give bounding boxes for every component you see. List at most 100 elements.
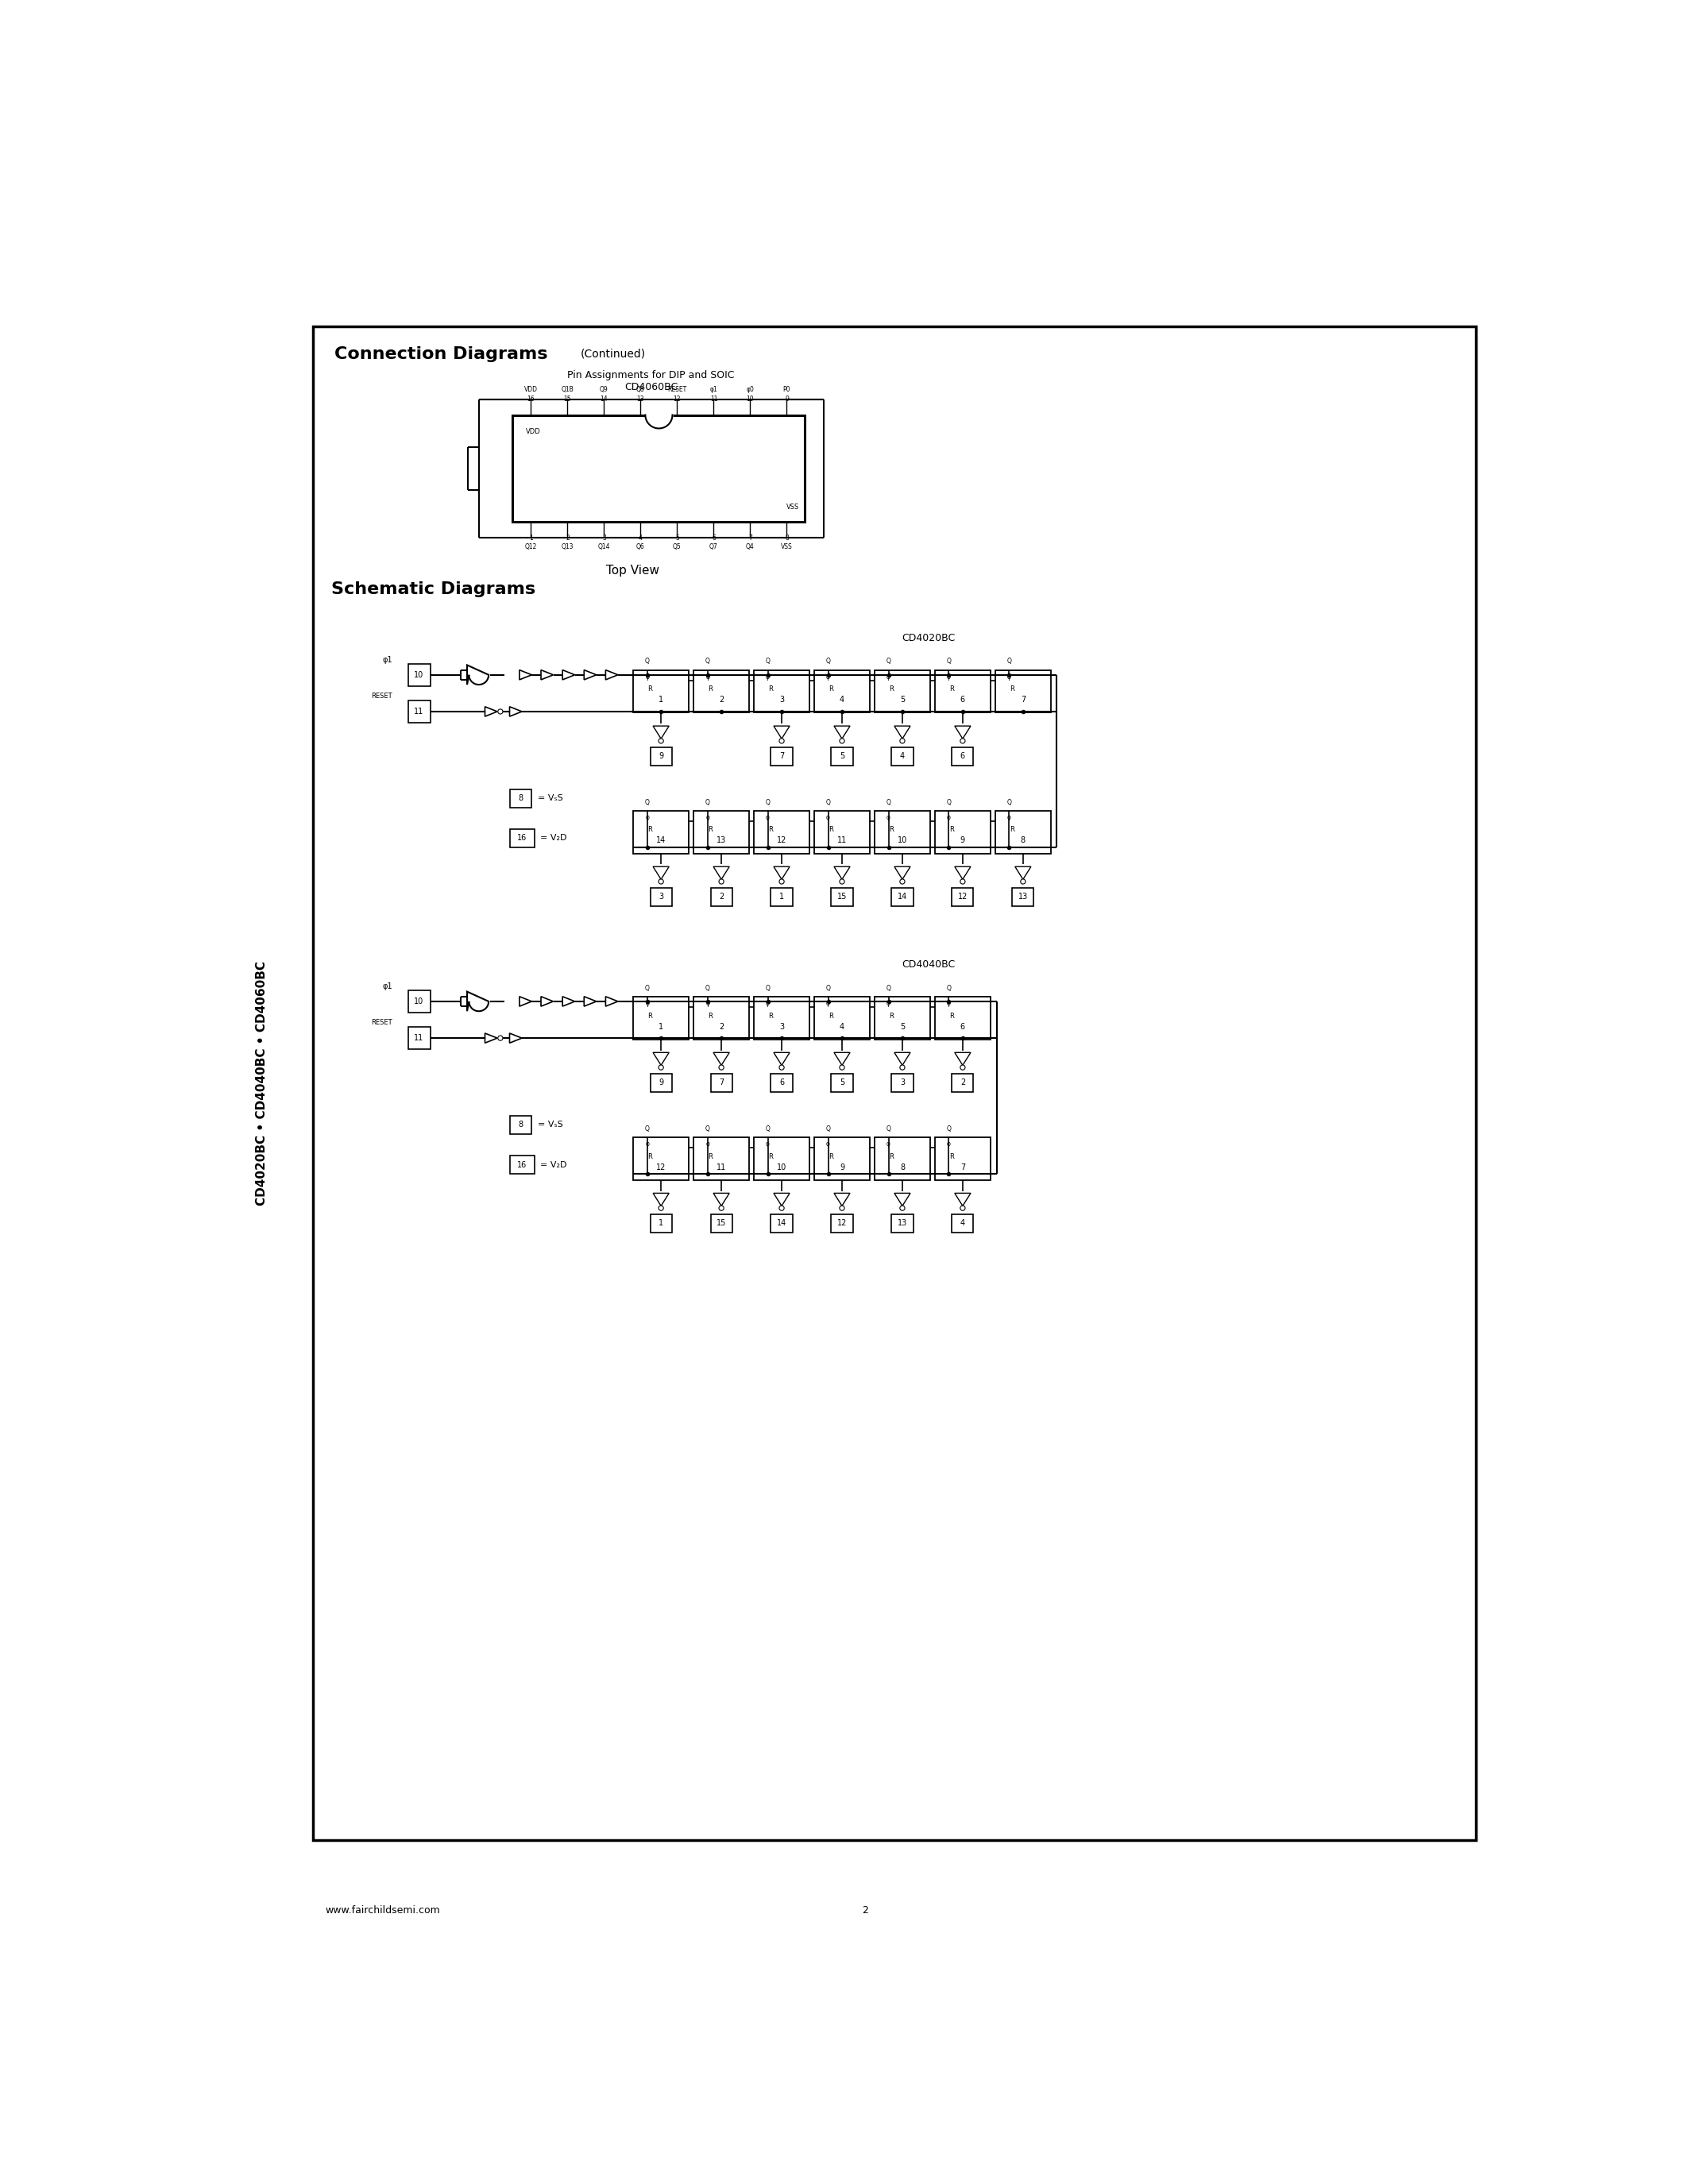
Bar [633, 996, 689, 1040]
Polygon shape [653, 1192, 668, 1206]
Bar [771, 747, 792, 764]
Polygon shape [584, 996, 596, 1007]
Text: Q: Q [706, 657, 711, 666]
Polygon shape [520, 670, 532, 679]
Text: CD4020BC: CD4020BC [901, 633, 955, 644]
Polygon shape [773, 867, 790, 880]
Bar [771, 1075, 792, 1092]
Bar [408, 1026, 430, 1048]
Circle shape [839, 880, 844, 885]
Bar [830, 1214, 852, 1232]
Polygon shape [834, 867, 851, 880]
Text: 8: 8 [518, 795, 523, 802]
Text: 6: 6 [712, 535, 716, 542]
Circle shape [719, 880, 724, 885]
Bar [996, 810, 1050, 854]
Text: 8: 8 [1021, 836, 1025, 845]
Bar [891, 747, 913, 764]
Text: Connection Diagrams: Connection Diagrams [334, 345, 547, 363]
Text: R: R [890, 686, 893, 692]
Circle shape [900, 738, 905, 743]
Text: φ1: φ1 [383, 983, 393, 989]
Text: P0: P0 [783, 387, 790, 393]
Text: Q: Q [645, 985, 650, 992]
Polygon shape [484, 708, 498, 716]
Text: R: R [648, 826, 652, 834]
Text: Q: Q [886, 799, 891, 806]
Polygon shape [653, 867, 668, 880]
Text: φ: φ [766, 673, 770, 681]
Text: φ: φ [706, 815, 709, 821]
Circle shape [960, 880, 966, 885]
Circle shape [780, 738, 785, 743]
Text: R: R [768, 1153, 773, 1160]
Bar [874, 810, 930, 854]
Polygon shape [773, 725, 790, 738]
Text: Q9: Q9 [599, 387, 608, 393]
Text: 12: 12 [837, 1219, 847, 1227]
Text: 14: 14 [657, 836, 665, 845]
Text: 9: 9 [658, 1079, 663, 1088]
Polygon shape [606, 670, 618, 679]
Text: Q13: Q13 [562, 544, 574, 550]
Bar [408, 701, 430, 723]
Text: 4: 4 [638, 535, 643, 542]
Text: φ: φ [825, 1000, 830, 1007]
Polygon shape [895, 867, 910, 880]
Text: VSS: VSS [782, 544, 793, 550]
Text: 11: 11 [716, 1164, 726, 1171]
Circle shape [960, 1066, 966, 1070]
Bar [711, 1075, 733, 1092]
Text: 1: 1 [658, 697, 663, 703]
Text: = VₛS: = VₛS [538, 1120, 564, 1129]
Text: Q: Q [765, 657, 770, 666]
Bar [952, 887, 974, 906]
Bar [510, 830, 533, 847]
Bar [935, 1138, 991, 1179]
Text: 5: 5 [900, 1022, 905, 1031]
Text: 12: 12 [657, 1164, 667, 1171]
Text: 6: 6 [960, 1022, 966, 1031]
Circle shape [839, 1206, 844, 1210]
Bar [694, 1138, 749, 1179]
Text: 5: 5 [839, 751, 844, 760]
Text: 14: 14 [776, 1219, 787, 1227]
Text: 1: 1 [658, 1022, 663, 1031]
Text: 13: 13 [636, 395, 645, 402]
Bar [312, 325, 1475, 1839]
Text: Q: Q [886, 1125, 891, 1131]
Text: φ1: φ1 [711, 387, 717, 393]
Bar [935, 996, 991, 1040]
Text: 4: 4 [839, 1022, 844, 1031]
Bar [874, 670, 930, 712]
Text: 2: 2 [863, 1904, 868, 1915]
Text: 5: 5 [900, 697, 905, 703]
Bar [408, 989, 430, 1013]
Text: 5: 5 [675, 535, 679, 542]
Text: = V₂D: = V₂D [540, 1160, 567, 1168]
Text: R: R [768, 1011, 773, 1020]
Text: R: R [829, 1011, 834, 1020]
Text: Q: Q [765, 799, 770, 806]
Text: Q4: Q4 [746, 544, 755, 550]
Text: 3: 3 [780, 1022, 785, 1031]
Text: φ: φ [766, 1000, 770, 1007]
Text: VDD: VDD [525, 387, 538, 393]
Polygon shape [955, 1192, 971, 1206]
Text: CD4040BC: CD4040BC [901, 959, 955, 970]
Bar [694, 670, 749, 712]
Bar [755, 996, 809, 1040]
Text: R: R [949, 826, 954, 834]
Text: Q6: Q6 [636, 544, 645, 550]
Circle shape [719, 1206, 724, 1210]
Text: 16: 16 [517, 834, 527, 843]
Text: 11: 11 [711, 395, 717, 402]
Text: 13: 13 [898, 1219, 906, 1227]
Text: Q7: Q7 [709, 544, 717, 550]
Text: R: R [1009, 686, 1014, 692]
Text: Q: Q [645, 657, 650, 666]
Text: Pin Assignments for DIP and SOIC: Pin Assignments for DIP and SOIC [567, 369, 734, 380]
Text: φ: φ [886, 815, 891, 821]
Text: 12: 12 [776, 836, 787, 845]
Text: 4: 4 [839, 697, 844, 703]
